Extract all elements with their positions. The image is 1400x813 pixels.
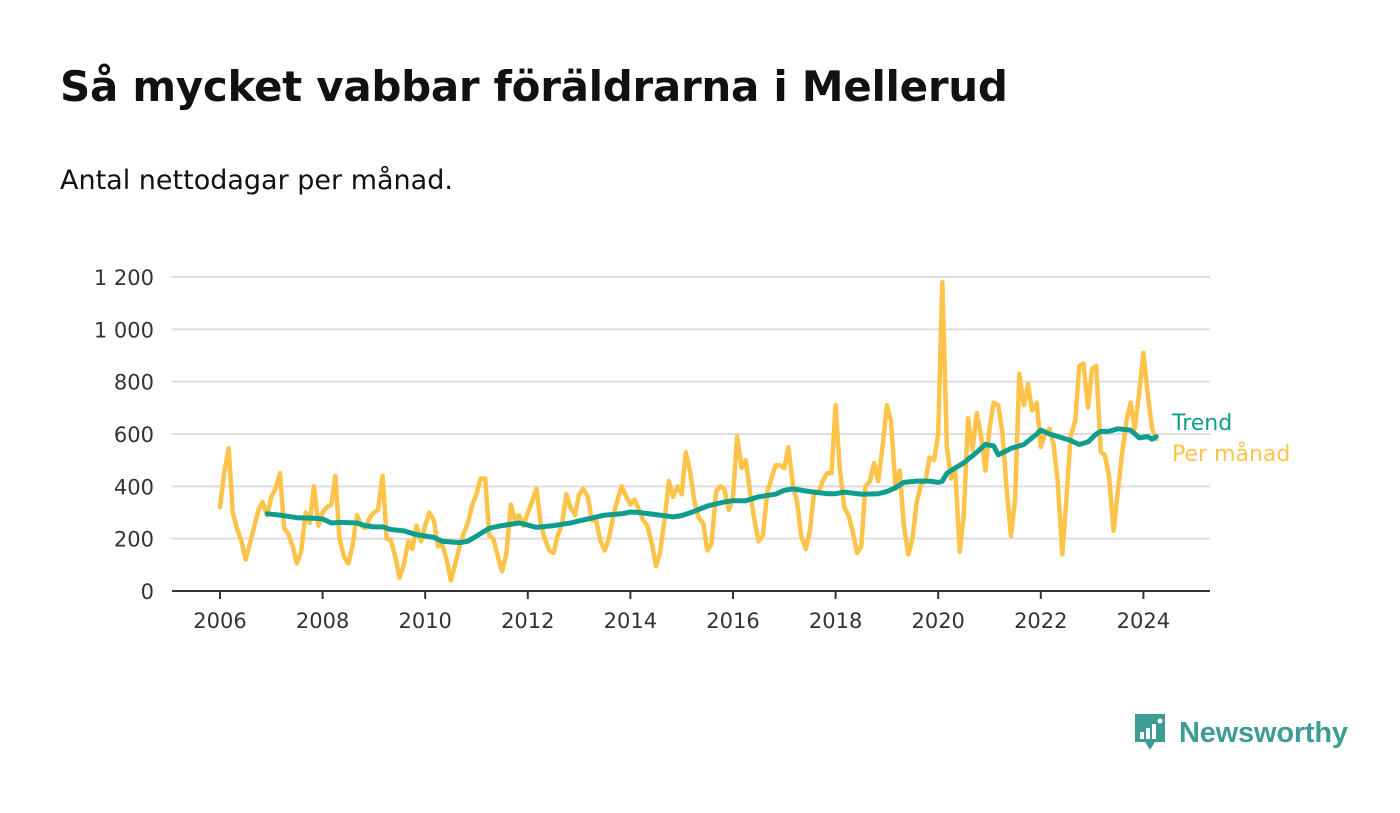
x-tick-label: 2008	[296, 609, 349, 633]
trend-series-line	[264, 426, 1159, 546]
y-tick-label: 600	[114, 423, 154, 447]
y-tick-label: 0	[141, 580, 154, 604]
x-tick-label: 2014	[604, 609, 657, 633]
y-axis-ticks: 0 200 400 600 800 1 200 1 000	[94, 266, 154, 604]
chart-subtitle: Antal nettodagar per månad.	[60, 165, 453, 196]
x-tick-label: 2012	[501, 609, 554, 633]
newsworthy-logo-icon	[1135, 714, 1165, 750]
legend-monthly-label: Per månad	[1172, 441, 1290, 467]
line-chart: 0 200 400 600 800 1 200 1 000 2006 2008 2010 2012…	[94, 266, 1290, 633]
x-tick-label: 2020	[911, 609, 964, 633]
chart-title: Så mycket vabbar föräldrarna i Mellerud	[60, 62, 1008, 111]
newsworthy-logo[interactable]: Newsworthy	[1133, 712, 1348, 754]
x-tick-label: 2024	[1117, 609, 1170, 633]
series-lines	[217, 279, 1159, 583]
monthly-series-line	[217, 279, 1159, 583]
x-tick-label: 2006	[193, 609, 246, 633]
x-tick-label: 2010	[398, 609, 451, 633]
legend: Trend Per månad	[1171, 411, 1290, 467]
x-axis-ticks: 2006 2008 2010 2012 2014 2016 2018 2020 2022 2024	[193, 591, 1170, 633]
x-tick-label: 2022	[1014, 609, 1067, 633]
y-tick-label: 200	[114, 528, 154, 552]
y-tick-label: 400	[114, 475, 154, 499]
x-tick-label: 2018	[809, 609, 862, 633]
grid-lines	[172, 276, 1210, 540]
x-tick-label: 2016	[706, 609, 759, 633]
legend-trend-label: Trend	[1171, 411, 1232, 436]
brand-name: Newsworthy	[1179, 716, 1348, 749]
y-tick-label: 800	[114, 371, 154, 395]
y-tick-label: 1 200	[94, 266, 154, 290]
y-tick-label: 1 000	[94, 318, 154, 342]
